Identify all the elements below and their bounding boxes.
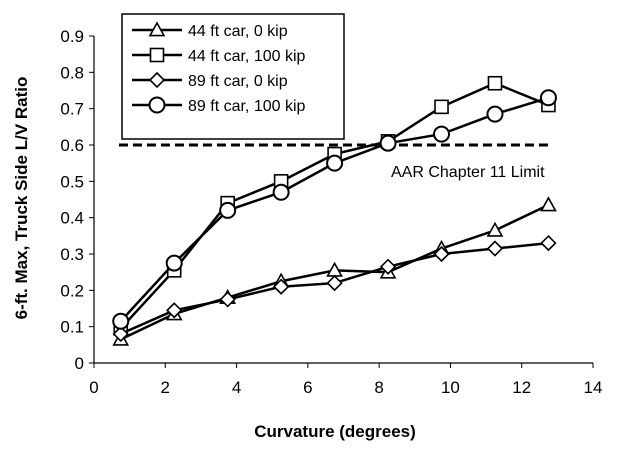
legend: 44 ft car, 0 kip 44 ft car, 100 kip 89 ft … <box>121 13 345 140</box>
data-point <box>434 99 449 115</box>
series-diamond <box>112 234 557 343</box>
data-point <box>486 105 504 123</box>
legend-label: 44 ft car, 0 kip <box>188 23 288 40</box>
reference-line-label: AAR Chapter 11 Limit <box>391 164 545 181</box>
data-point <box>379 134 397 152</box>
x-tick-label: 6 <box>303 378 312 397</box>
series-layer <box>112 75 557 346</box>
x-tick-label: 4 <box>232 378 241 397</box>
x-axis-ticks: 0 2 4 6 8 10 12 14 <box>89 363 602 397</box>
y-axis-title: 6-ft. Max, Truck Side L/V Ratio <box>12 77 31 320</box>
y-tick-label: 0.7 <box>60 100 84 119</box>
legend-item: 44 ft car, 0 kip <box>132 21 288 40</box>
data-point <box>272 183 290 201</box>
data-point <box>112 325 129 343</box>
data-point <box>166 302 183 319</box>
data-point <box>326 274 343 292</box>
data-point <box>272 278 290 295</box>
y-tick-label: 0.5 <box>60 172 84 191</box>
data-point <box>112 312 130 330</box>
y-tick-label: 0.2 <box>60 281 84 300</box>
y-tick-label: 0 <box>75 354 84 373</box>
data-point <box>433 245 450 263</box>
y-tick-label: 0.1 <box>60 318 84 337</box>
legend-marker <box>148 21 166 37</box>
legend-marker <box>149 47 165 63</box>
data-point <box>487 75 503 91</box>
x-tick-label: 2 <box>161 378 170 397</box>
data-point <box>539 89 557 107</box>
legend-label: 89 ft car, 0 kip <box>188 73 288 90</box>
y-tick-label: 0.9 <box>60 27 84 46</box>
x-tick-label: 10 <box>441 378 460 397</box>
legend-item: 89 ft car, 100 kip <box>132 96 306 115</box>
x-tick-label: 12 <box>512 378 531 397</box>
legend-item: 44 ft car, 100 kip <box>132 47 306 65</box>
y-tick-label: 0.6 <box>60 136 84 155</box>
legend-item: 89 ft car, 0 kip <box>132 71 288 90</box>
x-tick-label: 0 <box>89 378 98 397</box>
series-circle <box>112 89 557 330</box>
data-point <box>540 196 557 212</box>
data-point <box>486 221 504 237</box>
plot-area <box>93 36 593 364</box>
x-tick-label: 14 <box>584 378 603 397</box>
legend-marker <box>148 71 166 89</box>
data-point <box>165 254 183 272</box>
y-tick-label: 0.8 <box>60 63 84 82</box>
x-tick-label: 8 <box>374 378 383 397</box>
legend-label: 89 ft car, 100 kip <box>188 98 306 115</box>
data-point <box>433 125 451 143</box>
x-axis-title: Curvature (degrees) <box>254 422 416 441</box>
legend-label: 44 ft car, 100 kip <box>188 48 306 65</box>
y-axis-ticks: 0 0.1 0.2 0.3 0.4 0.5 0.6 0.7 0.8 0.9 <box>60 27 94 373</box>
data-point <box>540 234 557 252</box>
data-point <box>219 201 237 219</box>
data-point <box>326 154 344 172</box>
data-point <box>486 240 504 257</box>
legend-marker <box>148 96 166 114</box>
data-point <box>219 291 236 308</box>
y-tick-label: 0.4 <box>60 209 84 228</box>
y-tick-label: 0.3 <box>60 245 84 264</box>
data-point <box>379 258 397 275</box>
